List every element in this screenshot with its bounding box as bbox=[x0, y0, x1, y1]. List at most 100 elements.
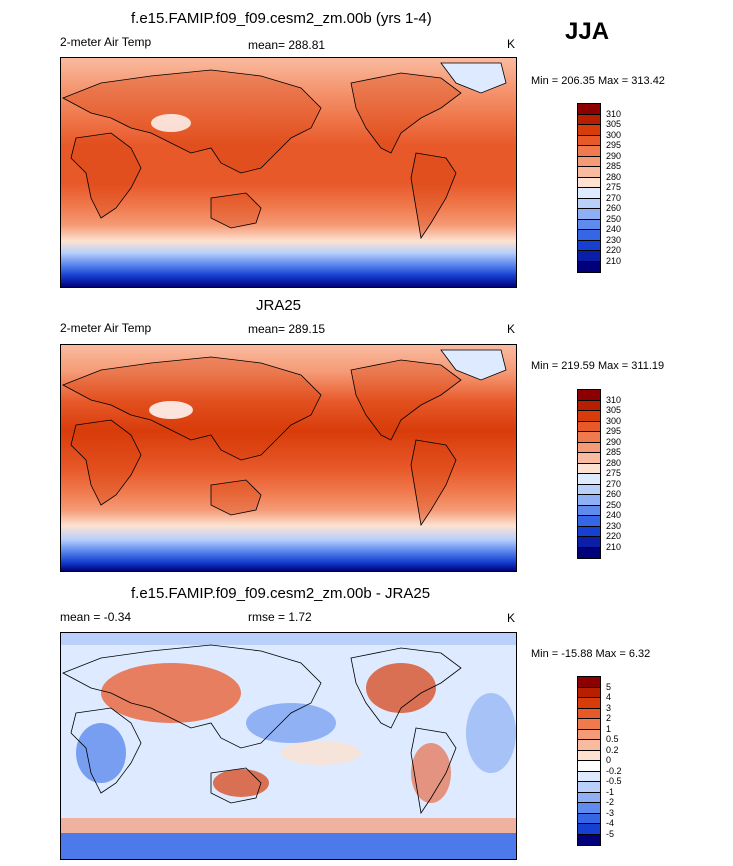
colorbar-tick-label: 275 bbox=[606, 468, 622, 478]
colorbar-tick-label: 210 bbox=[606, 255, 622, 266]
colorbar-tick-label: 230 bbox=[606, 520, 622, 531]
colorbar-tick-label: 280 bbox=[606, 457, 622, 468]
colorbar-swatch bbox=[578, 463, 600, 474]
diff-blobs bbox=[61, 633, 516, 859]
colorbar-swatch bbox=[578, 698, 600, 709]
colorbar-swatch bbox=[578, 251, 600, 262]
colorbar-swatch bbox=[578, 104, 600, 115]
colorbar-tick-label: 230 bbox=[606, 234, 622, 245]
colorbar-tick-label: 260 bbox=[606, 203, 622, 213]
colorbar-tick-label: -0.5 bbox=[606, 776, 622, 786]
colorbar-swatch bbox=[578, 484, 600, 495]
colorbar-tick-label: 305 bbox=[606, 405, 622, 415]
colorbar-swatch bbox=[578, 729, 600, 740]
panel-3-title: f.e15.FAMIP.f09_f09.cesm2_zm.00b - JRA25 bbox=[131, 585, 431, 602]
panel-2-minmax: Min = 219.59 Max = 311.19 bbox=[531, 360, 665, 372]
colorbar-tick-label: 295 bbox=[606, 426, 622, 436]
colorbar-swatch bbox=[578, 411, 600, 422]
colorbar-swatch bbox=[578, 813, 600, 824]
panel-1-minmax: Min = 206.35 Max = 313.42 bbox=[531, 75, 665, 87]
colorbar-swatch bbox=[578, 442, 600, 453]
colorbar-swatch bbox=[578, 219, 600, 230]
colorbar-tick-label: 310 bbox=[606, 108, 622, 119]
colorbar-swatch bbox=[578, 495, 600, 506]
colorbar-tick-label: 295 bbox=[606, 140, 622, 150]
colorbar-swatch bbox=[578, 432, 600, 443]
panel-3-map bbox=[60, 632, 517, 860]
panel-3-colorbar bbox=[577, 676, 601, 846]
colorbar-tick-label: 305 bbox=[606, 119, 622, 129]
panel-2-units: K bbox=[507, 322, 516, 336]
panel-3-rmse: rmse = 1.72 bbox=[248, 610, 312, 624]
colorbar-tick-label: 270 bbox=[606, 478, 622, 489]
colorbar-tick-label: 250 bbox=[606, 213, 622, 224]
panel-1-left-label: 2-meter Air Temp bbox=[60, 35, 152, 49]
panel-2-mean: mean= 289.15 bbox=[248, 322, 326, 336]
panel-3-units: K bbox=[507, 611, 516, 625]
colorbar-swatch bbox=[578, 198, 600, 209]
colorbar-swatch bbox=[578, 167, 600, 178]
colorbar-swatch bbox=[578, 708, 600, 719]
colorbar-swatch bbox=[578, 782, 600, 793]
colorbar-swatch bbox=[578, 240, 600, 251]
colorbar-swatch bbox=[578, 156, 600, 167]
colorbar-swatch bbox=[578, 135, 600, 146]
colorbar-swatch bbox=[578, 547, 600, 558]
panel-1-colorbar bbox=[577, 103, 601, 273]
colorbar-tick-label: 280 bbox=[606, 171, 622, 182]
colorbar-tick-label: 240 bbox=[606, 510, 622, 520]
colorbar-swatch bbox=[578, 526, 600, 537]
colorbar-tick-label: 5 bbox=[606, 681, 612, 692]
panel-2-left-label: 2-meter Air Temp bbox=[60, 321, 152, 335]
colorbar-tick-label: 270 bbox=[606, 192, 622, 203]
colorbar-tick-label: 0.5 bbox=[606, 734, 619, 744]
colorbar-swatch bbox=[578, 719, 600, 730]
colorbar-swatch bbox=[578, 740, 600, 751]
colorbar-swatch bbox=[578, 453, 600, 464]
model-temperature-map bbox=[61, 58, 516, 287]
colorbar-swatch bbox=[578, 505, 600, 516]
colorbar-swatch bbox=[578, 114, 600, 125]
colorbar-tick-label: 220 bbox=[606, 531, 622, 541]
colorbar-swatch bbox=[578, 390, 600, 401]
colorbar-tick-label: -5 bbox=[606, 828, 615, 839]
colorbar-swatch bbox=[578, 261, 600, 272]
colorbar-tick-label: 300 bbox=[606, 129, 622, 140]
colorbar-swatch bbox=[578, 209, 600, 220]
land-outlines bbox=[62, 69, 462, 240]
difference-map bbox=[61, 633, 516, 859]
colorbar-tick-label: 310 bbox=[606, 394, 622, 405]
colorbar-tick-label: -1 bbox=[606, 786, 615, 797]
colorbar-swatch bbox=[578, 400, 600, 411]
colorbar-tick-label: -0.2 bbox=[606, 765, 622, 776]
panel-3-mean: mean = -0.34 bbox=[60, 610, 132, 624]
colorbar-tick-label: 240 bbox=[606, 224, 622, 234]
colorbar-swatch bbox=[578, 750, 600, 761]
colorbar-tick-label: 4 bbox=[606, 692, 612, 702]
colorbar-swatch bbox=[578, 771, 600, 782]
colorbar-swatch bbox=[578, 177, 600, 188]
colorbar-swatch bbox=[578, 803, 600, 814]
panel-3-minmax: Min = -15.88 Max = 6.32 bbox=[531, 648, 651, 660]
panel-1-mean: mean= 288.81 bbox=[248, 38, 326, 52]
panel-1-map bbox=[60, 57, 517, 288]
colorbar-tick-label: 0.2 bbox=[606, 744, 619, 755]
colorbar-tick-label: 300 bbox=[606, 415, 622, 426]
colorbar-tick-label: -3 bbox=[606, 807, 615, 818]
colorbar-swatch bbox=[578, 824, 600, 835]
reanalysis-temperature-map bbox=[61, 345, 516, 571]
land-outlines bbox=[62, 644, 462, 815]
panel-2-map bbox=[60, 344, 517, 572]
panel-2-colorbar bbox=[577, 389, 601, 559]
colorbar-tick-label: 2 bbox=[606, 713, 612, 723]
colorbar-tick-label: -2 bbox=[606, 797, 615, 807]
colorbar-tick-label: 220 bbox=[606, 245, 622, 255]
colorbar-tick-label: 285 bbox=[606, 447, 622, 457]
colorbar-tick-label: 210 bbox=[606, 541, 622, 552]
panel-1-units: K bbox=[507, 37, 516, 51]
colorbar-tick-label: 285 bbox=[606, 161, 622, 171]
colorbar-tick-label: 275 bbox=[606, 182, 622, 192]
colorbar-tick-label: 290 bbox=[606, 436, 622, 447]
colorbar-tick-label: 3 bbox=[606, 702, 612, 713]
colorbar-swatch bbox=[578, 421, 600, 432]
